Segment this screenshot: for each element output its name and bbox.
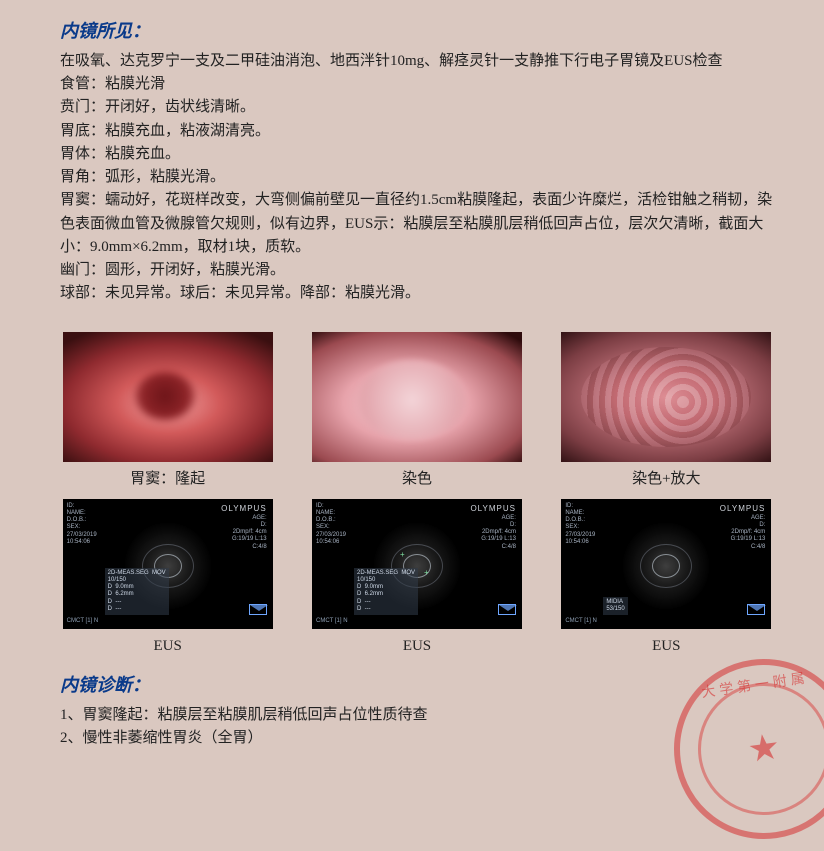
caption-1: 胃窦：隆起 bbox=[130, 468, 205, 491]
text-body: 粘膜充血。 bbox=[105, 146, 180, 162]
label-angle: 胃角： bbox=[60, 169, 105, 185]
row-body: 胃体：粘膜充血。 bbox=[60, 143, 784, 166]
diagnosis-item-1: 1、胃窦隆起：粘膜层至粘膜肌层稍低回声占位性质待查 bbox=[60, 704, 784, 727]
eus-measure-2: 2D-MEAS.SEG MOV 10/150 D 9.0mm D 6.2mm D… bbox=[354, 568, 418, 615]
row-esophagus: 食管：粘膜光滑 bbox=[60, 73, 784, 96]
caption-2: 染色 bbox=[402, 468, 432, 491]
row-fundus: 胃底：粘膜充血，粘液湖清亮。 bbox=[60, 120, 784, 143]
caption-4: EUS bbox=[153, 635, 181, 658]
image-grid: 胃窦：隆起 染色 染色+放大 OLYMPUS ID: NAME: D.O.B.:… bbox=[60, 332, 784, 659]
label-fundus: 胃底： bbox=[60, 123, 105, 139]
findings-heading: 内镜所见： bbox=[60, 18, 784, 46]
text-cardia: 开闭好，齿状线清晰。 bbox=[105, 99, 255, 115]
text-antrum: 蠕动好，花斑样改变，大弯侧偏前壁见一直径约1.5cm粘膜隆起，表面少许糜烂，活检… bbox=[60, 192, 772, 255]
report-page: 内镜所见： 在吸氧、达克罗宁一支及二甲硅油消泡、地西泮针10mg、解痉灵针一支静… bbox=[0, 0, 824, 771]
eus-ring-3b bbox=[640, 544, 692, 588]
label-pylorus: 幽门： bbox=[60, 262, 105, 278]
envelope-icon bbox=[747, 604, 765, 615]
row-cardia: 贲门：开闭好，齿状线清晰。 bbox=[60, 96, 784, 119]
eus-thumb-3: OLYMPUS ID: NAME: D.O.B.: SEX: 27/03/201… bbox=[561, 499, 771, 629]
image-cell-4: OLYMPUS ID: NAME: D.O.B.: SEX: 27/03/201… bbox=[60, 499, 275, 658]
caption-3: 染色+放大 bbox=[632, 468, 700, 491]
image-cell-3: 染色+放大 bbox=[559, 332, 774, 491]
eus-meta-left-2: ID: NAME: D.O.B.: SEX: 27/03/2019 10:54:… bbox=[316, 503, 346, 546]
caption-6: EUS bbox=[652, 635, 680, 658]
eus-brand-3: OLYMPUS bbox=[720, 503, 766, 515]
label-cardia: 贲门： bbox=[60, 99, 105, 115]
caption-5: EUS bbox=[403, 635, 431, 658]
envelope-icon bbox=[249, 604, 267, 615]
eus-brand-1: OLYMPUS bbox=[221, 503, 267, 515]
eus-measure-1: 2D-MEAS.SEG MOV 10/150 D 9.0mm D 6.2mm D… bbox=[105, 568, 169, 615]
image-cell-1: 胃窦：隆起 bbox=[60, 332, 275, 491]
endoscopy-thumb-2 bbox=[312, 332, 522, 462]
row-pylorus: 幽门：圆形，开闭好，粘膜光滑。 bbox=[60, 259, 784, 282]
text-fundus: 粘膜充血，粘液湖清亮。 bbox=[105, 123, 270, 139]
image-cell-6: OLYMPUS ID: NAME: D.O.B.: SEX: 27/03/201… bbox=[559, 499, 774, 658]
stamp-ring-text: 大学第一附属 bbox=[700, 668, 810, 705]
eus-meta-right-2: AGE: D: 2Dmp/f: 4cm G:19/19 L:13 C:4/8 bbox=[481, 515, 516, 551]
eus-thumb-2: OLYMPUS ID: NAME: D.O.B.: SEX: 27/03/201… bbox=[312, 499, 522, 629]
label-body: 胃体： bbox=[60, 146, 105, 162]
envelope-icon bbox=[498, 604, 516, 615]
eus-footer-3: CMCT [1] N bbox=[565, 617, 597, 626]
eus-meta-right-1: AGE: D: 2Dmp/f: 4cm G:19/19 L:13 C:4/8 bbox=[232, 515, 267, 551]
eus-meta-left-3: ID: NAME: D.O.B.: SEX: 27/03/2019 10:54:… bbox=[565, 503, 595, 546]
image-cell-5: OLYMPUS ID: NAME: D.O.B.: SEX: 27/03/201… bbox=[309, 499, 524, 658]
findings-intro: 在吸氧、达克罗宁一支及二甲硅油消泡、地西泮针10mg、解痉灵针一支静推下行电子胃… bbox=[60, 50, 784, 73]
row-angle: 胃角：弧形，粘膜光滑。 bbox=[60, 166, 784, 189]
measure-cross-b: + bbox=[424, 567, 429, 579]
endoscopy-thumb-3 bbox=[561, 332, 771, 462]
eus-brand-2: OLYMPUS bbox=[470, 503, 516, 515]
eus-thumb-1: OLYMPUS ID: NAME: D.O.B.: SEX: 27/03/201… bbox=[63, 499, 273, 629]
stamp-star-icon: ★ bbox=[744, 719, 784, 779]
text-angle: 弧形，粘膜光滑。 bbox=[105, 169, 225, 185]
eus-meta-right-3: AGE: D: 2Dmp/f: 4cm G:19/19 L:13 C:4/8 bbox=[731, 515, 766, 551]
text-esophagus: 粘膜光滑 bbox=[105, 76, 165, 92]
measure-cross-a: + bbox=[400, 549, 405, 561]
image-cell-2: 染色 bbox=[309, 332, 524, 491]
eus-footer-2: CMCT [1] N bbox=[316, 617, 348, 626]
endoscopy-thumb-1 bbox=[63, 332, 273, 462]
row-bulb: 球部：未见异常。球后：未见异常。降部：粘膜光滑。 bbox=[60, 282, 784, 305]
label-antrum: 胃窦： bbox=[60, 192, 105, 208]
eus-meta-left-1: ID: NAME: D.O.B.: SEX: 27/03/2019 10:54:… bbox=[67, 503, 97, 546]
eus-footer-1: CMCT [1] N bbox=[67, 617, 99, 626]
row-antrum: 胃窦：蠕动好，花斑样改变，大弯侧偏前壁见一直径约1.5cm粘膜隆起，表面少许糜烂… bbox=[60, 189, 784, 259]
eus-measure-3: MIDIA 53/150 bbox=[603, 597, 627, 615]
diagnosis-heading: 内镜诊断： bbox=[60, 672, 784, 700]
findings-body: 在吸氧、达克罗宁一支及二甲硅油消泡、地西泮针10mg、解痉灵针一支静推下行电子胃… bbox=[60, 50, 784, 306]
text-pylorus: 圆形，开闭好，粘膜光滑。 bbox=[105, 262, 285, 278]
label-esophagus: 食管： bbox=[60, 76, 105, 92]
